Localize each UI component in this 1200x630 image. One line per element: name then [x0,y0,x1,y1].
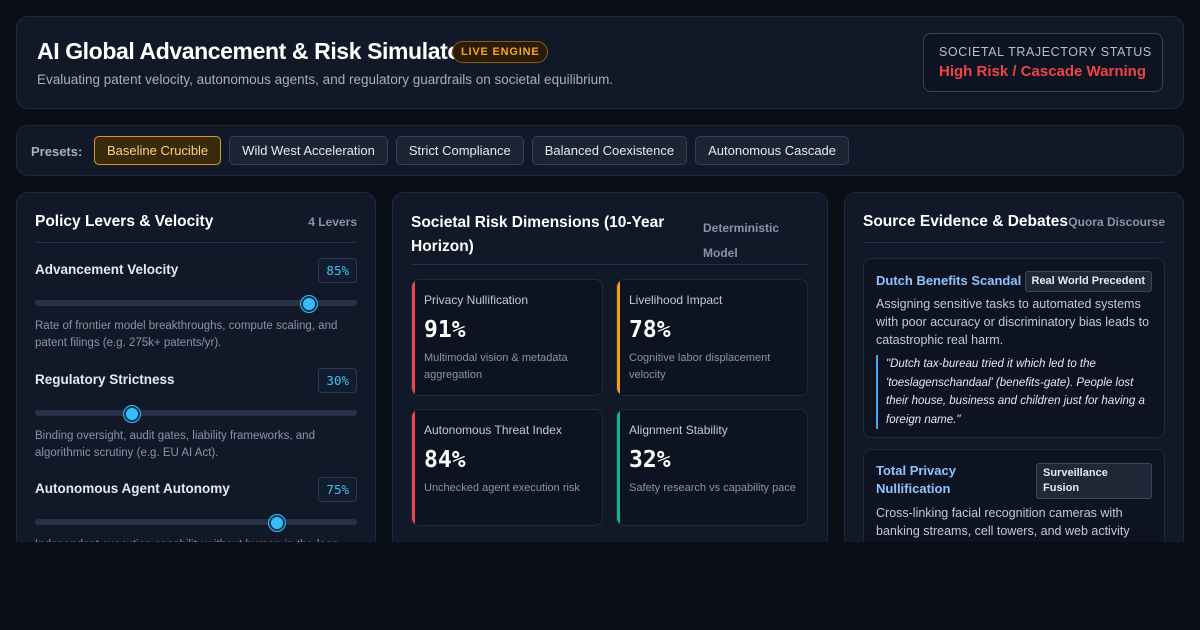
dimensions-title: Societal Risk Dimensions (10-Year Horizo… [411,211,664,259]
severity-bar [617,410,620,525]
lever-description: Binding oversight, audit gates, liabilit… [35,430,315,459]
dimensions-divider [411,264,809,265]
slider-handle[interactable] [300,296,317,312]
slider-track[interactable] [35,410,357,416]
evidence-card-text: Assigning sensitive tasks to automated s… [876,297,1150,347]
dimension-name: Autonomous Threat Index [424,423,562,437]
dimensions-model-label: Deterministic Model [703,216,779,266]
evidence-card-title: Dutch Benefits Scandal [876,273,1022,288]
trajectory-status-value: High Risk / Cascade Warning [939,63,1146,80]
lever-name: Autonomous Agent Autonomy [35,481,230,496]
levers-count: 4 Levers [308,215,357,229]
slider-handle[interactable] [123,406,140,422]
lever-value: 75% [318,477,357,502]
evidence-card-text: Cross-linking facial recognition cameras… [876,506,1130,538]
dimension-card-alignment-stability: Alignment Stability 32% Safety research … [616,409,808,526]
dimension-value: 91% [424,317,466,343]
presets-bar: Presets: Baseline Crucible Wild West Acc… [16,125,1184,176]
dimension-name: Livelihood Impact [629,293,723,307]
dimension-description: Cognitive labor displacement velocity [629,352,771,381]
presets-label: Presets: [31,144,83,159]
severity-bar [617,280,620,395]
trajectory-status-label: SOCIETAL TRAJECTORY STATUS [939,45,1152,59]
dimension-name: Privacy Nullification [424,293,529,307]
dimension-card-privacy-nullification: Privacy Nullification 91% Multimodal vis… [411,279,603,396]
evidence-quote: "Dutch tax-bureau tried it which led to … [876,355,1154,429]
evidence-tag: Surveillance Fusion [1036,463,1152,499]
severity-bar [412,410,415,525]
dimension-description: Multimodal vision & metadata aggregation [424,352,568,381]
evidence-card-dutch-benefits-scandal[interactable]: Dutch Benefits Scandal Real World Preced… [863,258,1165,438]
preset-balanced-coexistence[interactable]: Balanced Coexistence [531,136,688,165]
app-title: AI Global Advancement & Risk Simulator [37,38,470,64]
slider-track[interactable] [35,519,357,525]
lever-name: Regulatory Strictness [35,372,175,387]
preset-baseline-crucible[interactable]: Baseline Crucible [94,136,222,165]
evidence-card-title-line2: Nullification [876,481,951,496]
evidence-divider [863,242,1165,243]
app-subtitle: Evaluating patent velocity, autonomous a… [37,72,614,87]
viewport-cutoff [0,542,1200,630]
dimension-description: Unchecked agent execution risk [424,482,580,494]
preset-strict-compliance[interactable]: Strict Compliance [395,136,524,165]
evidence-title: Source Evidence & Debates [863,213,1069,230]
preset-autonomous-cascade[interactable]: Autonomous Cascade [695,136,850,165]
lever-value: 30% [318,368,357,393]
lever-name: Advancement Velocity [35,262,179,277]
dimensions-title-line1: Societal Risk Dimensions (10-Year [411,214,665,231]
evidence-tag-line2: Fusion [1043,482,1080,494]
dimension-value: 84% [424,447,466,473]
lever-value: 85% [318,258,357,283]
preset-wild-west-acceleration[interactable]: Wild West Acceleration [229,136,388,165]
dimension-card-livelihood-impact: Livelihood Impact 78% Cognitive labor di… [616,279,808,396]
lever-description: Rate of frontier model breakthroughs, co… [35,320,338,349]
levers-divider [35,242,357,243]
dimensions-model-line1: Deterministic [703,221,780,235]
slider-handle[interactable] [268,515,285,531]
risk-dimensions-panel: Societal Risk Dimensions (10-Year Horizo… [392,192,828,572]
source-evidence-panel: Source Evidence & Debates Quora Discours… [844,192,1184,572]
dimension-card-autonomous-threat-index: Autonomous Threat Index 84% Unchecked ag… [411,409,603,526]
evidence-tag: Real World Precedent [1024,271,1152,292]
trajectory-status-box: SOCIETAL TRAJECTORY STATUS High Risk / C… [923,33,1163,92]
policy-levers-panel: Policy Levers & Velocity 4 Levers Advanc… [16,192,376,572]
slider-track[interactable] [35,300,357,306]
levers-title: Policy Levers & Velocity [35,213,214,230]
dimension-value: 78% [629,317,671,343]
preset-list: Baseline Crucible Wild West Acceleration… [94,136,850,165]
dimension-value: 32% [629,447,671,473]
dimension-description: Safety research vs capability pace [629,482,796,494]
live-engine-badge: LIVE ENGINE [452,41,549,63]
evidence-tag-line1: Surveillance [1043,467,1108,479]
dimension-name: Alignment Stability [629,423,728,437]
evidence-card-title-line1: Total Privacy [876,463,956,478]
severity-bar [412,280,415,395]
dimensions-model-line2: Model [703,246,738,260]
header-panel: AI Global Advancement & Risk Simulator L… [16,16,1184,109]
dimensions-title-line2: Horizon) [411,238,474,255]
evidence-source-label: Quora Discourse [1068,215,1165,229]
evidence-card-title: Total Privacy Nullification [876,462,956,498]
